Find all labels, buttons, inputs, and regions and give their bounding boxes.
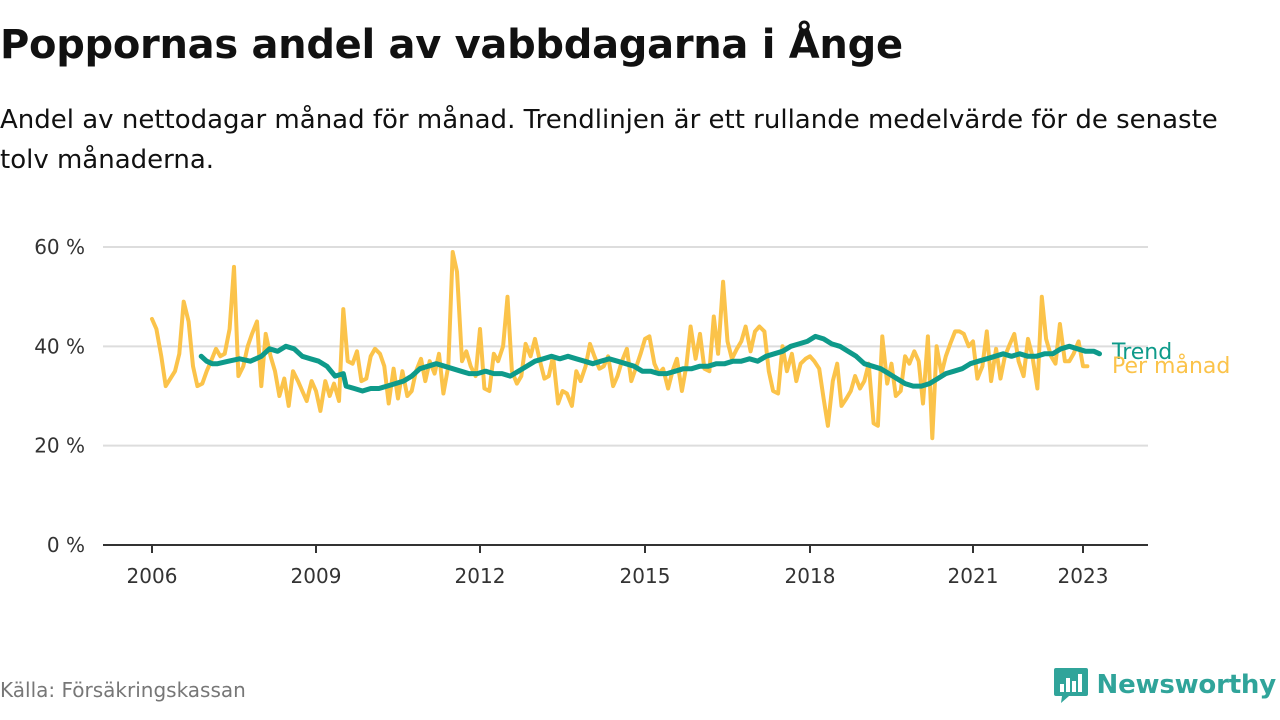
chart-subtitle: Andel av nettodagar månad för månad. Tre… <box>0 105 1218 175</box>
x-tick-label: 2018 <box>785 564 836 588</box>
brand-name: Newsworthy <box>1096 670 1277 700</box>
series-label-per-manad: Per månad <box>1112 353 1230 379</box>
x-tick-label: 2015 <box>620 564 671 588</box>
newsworthy-logo-icon <box>1053 668 1088 703</box>
y-tick-label: 0 % <box>47 533 85 557</box>
x-tick-label: 2009 <box>291 564 342 588</box>
series-line-per-manad <box>150 250 1090 441</box>
y-tick-label: 20 % <box>34 434 85 458</box>
x-axis-ticks: 2006 2009 2012 2015 2018 2021 2023 <box>127 545 1109 588</box>
x-tick-label: 2023 <box>1058 564 1109 588</box>
series-label-trend: Trend <box>1111 340 1172 365</box>
source-note: Källa: Försäkringskassan <box>0 678 246 702</box>
y-axis-ticks: 0 % 20 % 40 % 60 % <box>34 235 85 557</box>
x-tick-label: 2012 <box>455 564 506 588</box>
brand-logo[interactable]: Newsworthy <box>1053 666 1276 704</box>
series-line-trend <box>198 333 1102 394</box>
x-tick-label: 2006 <box>127 564 178 588</box>
x-tick-label: 2021 <box>948 564 999 588</box>
chart-title: Poppornas andel av vabbdagarna i Ånge <box>0 22 903 68</box>
y-tick-label: 60 % <box>34 235 85 259</box>
y-tick-label: 40 % <box>34 334 85 358</box>
